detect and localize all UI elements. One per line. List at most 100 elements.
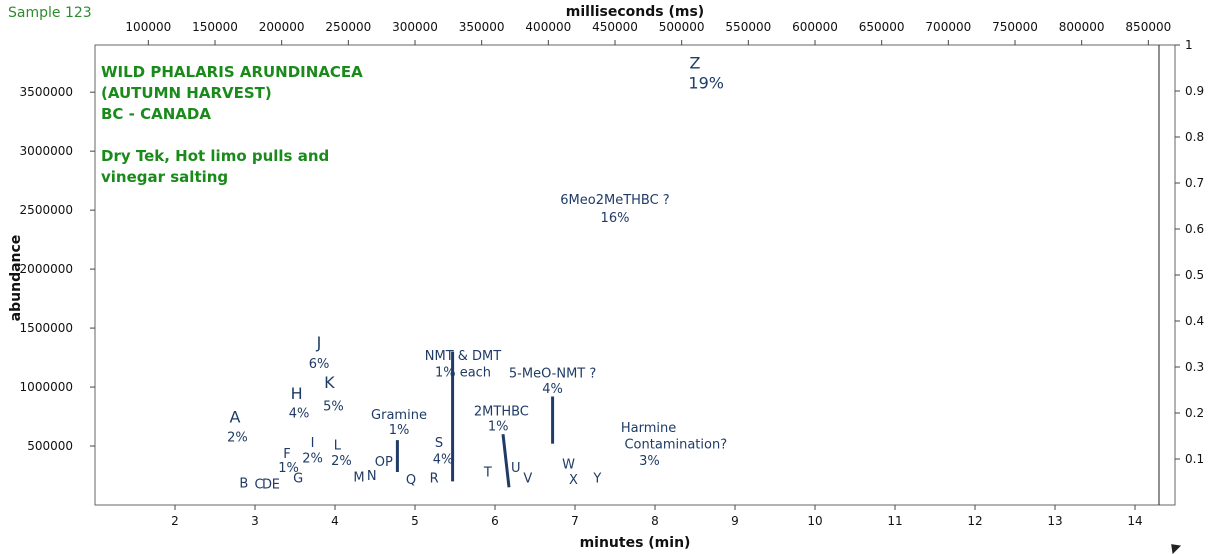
peak-label: Y: [592, 472, 601, 487]
peak-label: M: [353, 470, 364, 485]
note-line: Dry Tek, Hot limo pulls and: [101, 147, 329, 165]
axes: 2 3 4 5 6 7 8 9 10 11 12 13 145000001000000150000020…: [20, 20, 1205, 528]
peak-label: OP: [375, 455, 393, 470]
peak-label: E: [272, 477, 280, 492]
peak-label: N: [367, 469, 377, 484]
x-tick-label: 7: [571, 514, 579, 528]
peak-label: 5%: [323, 400, 344, 415]
right-tick-label: 0.8: [1185, 130, 1204, 144]
note-line: BC - CANADA: [101, 105, 211, 123]
ms-tick-label: 150000: [192, 20, 238, 34]
peak-label: H: [291, 384, 303, 403]
peak-label: 2%: [302, 452, 323, 467]
ms-tick-label: 200000: [259, 20, 305, 34]
x-tick-label: 9: [731, 514, 739, 528]
x-tick-label: 4: [331, 514, 339, 528]
note-line: WILD PHALARIS ARUNDINACEA: [101, 63, 363, 81]
peak-label: 16%: [601, 211, 630, 226]
sample-label: Sample 123: [8, 5, 92, 21]
peak-label: F: [283, 447, 290, 462]
right-tick-label: 1: [1185, 38, 1193, 52]
x-tick-label: 5: [411, 514, 419, 528]
peak-label: B: [239, 476, 248, 491]
ms-tick-label: 600000: [792, 20, 838, 34]
peak-label: 3%: [639, 454, 660, 469]
peak-label: 6%: [309, 357, 330, 372]
peak-label: S: [435, 436, 443, 451]
x-tick-label: 12: [967, 514, 982, 528]
peak-label: 4%: [542, 382, 563, 397]
ms-tick-label: 300000: [392, 20, 438, 34]
x-tick-label: 10: [807, 514, 822, 528]
top-axis-title: milliseconds (ms): [565, 4, 705, 20]
peak-label: 19%: [688, 74, 724, 93]
right-tick-label: 0.3: [1185, 360, 1204, 374]
x-tick-label: 6: [491, 514, 499, 528]
marker-bars: [395, 351, 555, 488]
x-tick-label: 3: [251, 514, 259, 528]
ms-tick-label: 650000: [859, 20, 905, 34]
ms-tick-label: 800000: [1059, 20, 1105, 34]
y-tick-label: 3000000: [20, 144, 73, 158]
ms-tick-label: 400000: [525, 20, 571, 34]
ms-tick-label: 700000: [925, 20, 971, 34]
ms-tick-label: 450000: [592, 20, 638, 34]
y-tick-label: 2500000: [20, 203, 73, 217]
y-tick-label: 3500000: [20, 85, 73, 99]
x-tick-label: 11: [887, 514, 902, 528]
x-tick-label: 14: [1127, 514, 1142, 528]
peak-label: T: [483, 466, 492, 481]
peak-label: 6Meo2MeTHBC ?: [560, 193, 669, 208]
peak-label: Contamination?: [624, 437, 727, 452]
y-tick-label: 1500000: [20, 321, 73, 335]
peak-label: Gramine: [371, 408, 427, 423]
peak-label: R: [430, 472, 439, 487]
peak-label: Harmine: [621, 421, 676, 436]
peak-label: C: [254, 477, 263, 492]
x-tick-label: 8: [651, 514, 659, 528]
peak-label: A: [230, 407, 241, 426]
peak-label: 5-MeO-NMT ?: [509, 367, 596, 382]
peak-label: 4%: [289, 407, 310, 422]
right-tick-label: 0.6: [1185, 222, 1204, 236]
peak-label: K: [324, 373, 335, 392]
ms-tick-label: 350000: [459, 20, 505, 34]
right-tick-label: 0.9: [1185, 84, 1204, 98]
peak-label: I: [311, 436, 315, 451]
y-tick-label: 1000000: [20, 380, 73, 394]
ms-tick-label: 850000: [1125, 20, 1171, 34]
peak-label: 1%: [488, 420, 509, 435]
ms-tick-label: 500000: [659, 20, 705, 34]
peak-labels: A2%B CD EF1%GH4%I2%J6%K5%L2%M NOPQGramine1%…: [227, 54, 727, 493]
ms-tick-label: 250000: [325, 20, 371, 34]
peak-label: D: [262, 477, 272, 492]
x-tick-label: 13: [1047, 514, 1062, 528]
peak-label: 2MTHBC: [474, 404, 529, 419]
peak-label: L: [334, 439, 342, 454]
peak-label: 2%: [331, 454, 352, 469]
right-tick-label: 0.5: [1185, 268, 1204, 282]
peak-label: U: [511, 461, 521, 476]
x-axis-title: minutes (min): [579, 535, 691, 551]
right-tick-label: 0.4: [1185, 314, 1204, 328]
y-tick-label: 2000000: [20, 262, 73, 276]
right-tick-label: 0.1: [1185, 452, 1204, 466]
peak-label: 1% each: [435, 365, 491, 380]
marker-bar: [501, 434, 511, 488]
peak-label: NMT & DMT: [425, 349, 502, 364]
peak-label: J: [316, 333, 322, 352]
ms-tick-label: 750000: [992, 20, 1038, 34]
peak-label: Z: [690, 54, 701, 73]
peak-label: 1%: [278, 461, 299, 476]
plot-frame: [94, 44, 1176, 506]
peak-label: 4%: [433, 453, 454, 468]
sample-notes: WILD PHALARIS ARUNDINACEA (AUTUMN HARVEST…: [101, 63, 363, 186]
note-line: vinegar salting: [101, 168, 228, 186]
peak-label: V: [523, 472, 532, 487]
peak-label: X: [569, 473, 578, 488]
ms-tick-label: 550000: [725, 20, 771, 34]
peak-label: W: [562, 457, 575, 472]
note-line: (AUTUMN HARVEST): [101, 84, 272, 102]
right-tick-label: 0.2: [1185, 406, 1204, 420]
